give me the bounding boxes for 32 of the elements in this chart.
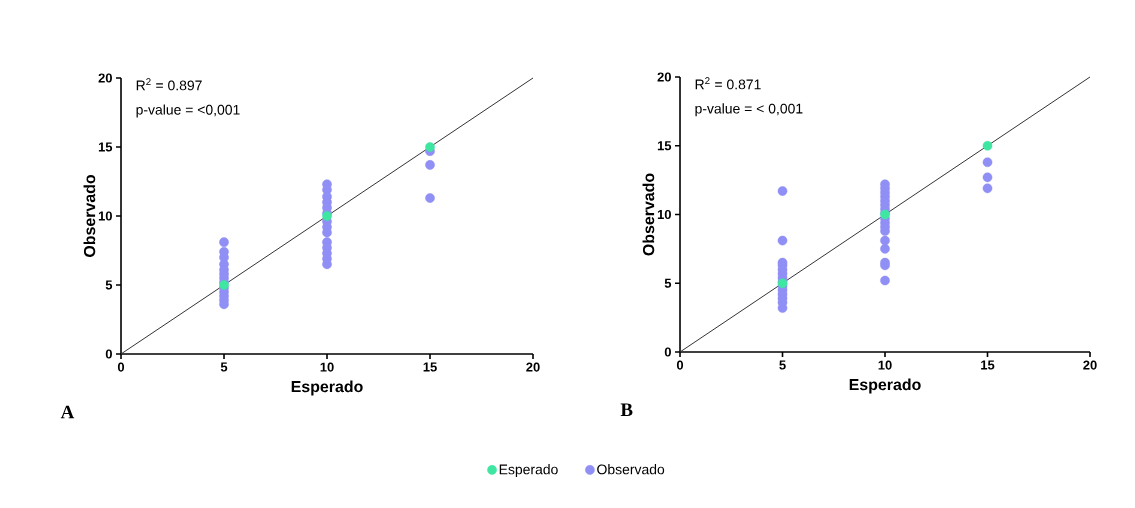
y-tick-label: 15 (98, 142, 113, 152)
y-tick-label: 5 (664, 278, 672, 288)
x-tick-label: 10 (878, 360, 892, 370)
x-tick-label: 20 (1083, 360, 1097, 370)
x-axis-title: Esperado (849, 378, 921, 394)
annotation: p-value = <0,001 (136, 104, 240, 118)
x-tick-label: 20 (526, 362, 540, 372)
y-axis-title: Observado (642, 173, 655, 256)
annotation: R$^{2}$ = 0.871 (695, 77, 761, 90)
x-tick-label: 10 (320, 362, 334, 372)
x-tick-label: 5 (220, 362, 228, 372)
y-tick-label: 0 (664, 347, 671, 357)
y-tick-label: 10 (657, 209, 671, 220)
y-tick-label: 20 (98, 73, 112, 83)
text: B (620, 403, 633, 416)
y-tick-label: 20 (657, 72, 671, 82)
y-tick-label: 5 (105, 280, 113, 290)
text: A (60, 405, 75, 419)
legend-label: Esperado (499, 464, 558, 478)
x-tick-label: 0 (117, 362, 125, 372)
y-tick-label: 0 (105, 349, 112, 359)
y-axis-title: Observado (83, 174, 96, 257)
x-tick-label: 15 (423, 362, 437, 372)
legend-label: Observado (597, 464, 665, 475)
y-tick-label: 15 (657, 141, 672, 151)
y-tick-label: 10 (98, 211, 112, 221)
x-tick-label: 15 (981, 360, 995, 370)
annotation: R$^{2}$ = 0.897 (136, 78, 202, 91)
annotation: p-value = < 0,001 (695, 103, 803, 117)
x-tick-label: 5 (779, 360, 786, 370)
x-tick-label: 0 (676, 360, 684, 370)
x-axis-title: Esperado (291, 380, 363, 396)
